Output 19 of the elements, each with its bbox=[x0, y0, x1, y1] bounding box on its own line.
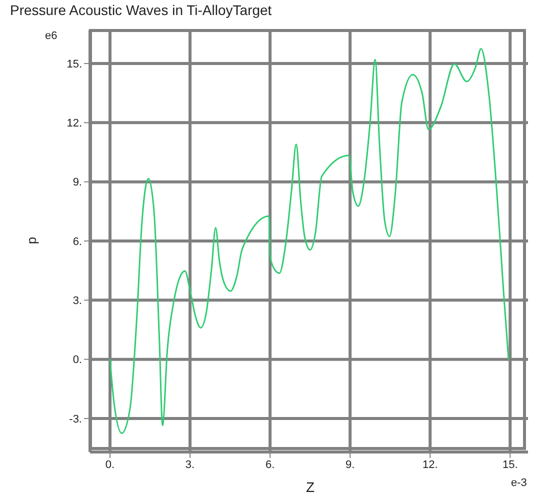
y-tick-label: 15. bbox=[66, 58, 82, 70]
line-series bbox=[109, 48, 510, 434]
x-tick-label: 9. bbox=[345, 458, 355, 471]
x-tick-label: 6. bbox=[265, 458, 275, 471]
y-tick-label: 12. bbox=[66, 118, 82, 130]
y-axis-title: p bbox=[24, 236, 40, 244]
y-tick-label: 0. bbox=[72, 354, 82, 366]
y-tick-label: -3. bbox=[69, 413, 82, 426]
x-axis-title: Z bbox=[306, 479, 315, 495]
chart-title: Pressure Acoustic Waves in Ti-AlloyTarget bbox=[10, 2, 272, 18]
y-tick-label: 9. bbox=[72, 176, 82, 189]
text: e6 bbox=[45, 30, 58, 42]
y-tick-label: 6. bbox=[72, 236, 82, 248]
x-tick-label: 15. bbox=[502, 458, 518, 471]
x-tick-label: 12. bbox=[422, 458, 438, 471]
y-tick-label: 3. bbox=[72, 295, 82, 308]
x-tick-label: 0. bbox=[105, 458, 115, 471]
text: e-3 bbox=[511, 477, 527, 489]
x-tick-label: 3. bbox=[185, 458, 195, 471]
